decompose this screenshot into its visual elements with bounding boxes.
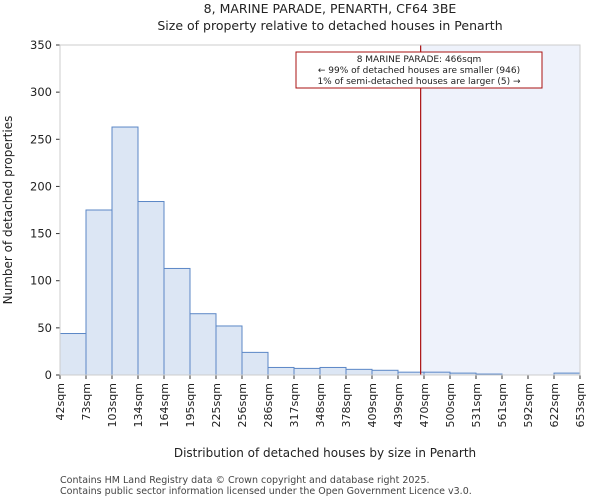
- x-tick-label-286sqm: 286sqm: [262, 383, 275, 427]
- bar-409sqm: [371, 369, 399, 376]
- y-tick-label-250: 250: [30, 132, 52, 146]
- x-tick-label-653sqm: 653sqm: [574, 383, 587, 427]
- y-tick-label-150: 150: [30, 227, 52, 241]
- x-axis-ticks: 42sqm 73sqm 103sqm 134sqm 164sqm 195sqm 225sqm…: [54, 375, 587, 427]
- x-tick-label-134sqm: 134sqm: [132, 383, 145, 427]
- x-tick-label-561sqm: 561sqm: [496, 383, 509, 427]
- shaded-region: [420, 45, 580, 375]
- bar-225sqm: [215, 325, 243, 376]
- x-tick-label-348sqm: 348sqm: [314, 383, 327, 427]
- x-tick-label-470sqm: 470sqm: [418, 383, 431, 427]
- x-tick-label-225sqm: 225sqm: [210, 383, 223, 427]
- y-tick-label-100: 100: [30, 274, 52, 288]
- chart-subtitle: Size of property relative to detached ho…: [157, 18, 502, 33]
- bar-73sqm: [85, 209, 113, 376]
- bar-286sqm: [267, 366, 295, 376]
- x-tick-label-73sqm: 73sqm: [80, 383, 93, 420]
- x-tick-label-195sqm: 195sqm: [184, 383, 197, 427]
- bar-317sqm: [293, 367, 321, 376]
- y-tick-label-0: 0: [45, 368, 52, 382]
- x-tick-label-500sqm: 500sqm: [444, 383, 457, 427]
- footer-line-2: Contains public sector information licen…: [60, 486, 472, 497]
- plot-frame: [59, 44, 581, 376]
- x-tick-label-378sqm: 378sqm: [340, 383, 353, 427]
- annotation-box: 8 MARINE PARADE: 466sqm ← 99% of detache…: [295, 51, 543, 89]
- x-tick-label-622sqm: 622sqm: [548, 383, 561, 427]
- chart-title: 8, MARINE PARADE, PENARTH, CF64 3BE: [204, 1, 457, 16]
- x-tick-label-531sqm: 531sqm: [470, 383, 483, 427]
- x-tick-label-317sqm: 317sqm: [288, 383, 301, 427]
- bar-164sqm: [163, 267, 191, 376]
- bar-103sqm: [111, 126, 139, 376]
- shaded-region-layer: [420, 45, 580, 375]
- y-tick-label-200: 200: [30, 179, 52, 193]
- y-axis-ticks: 0 50 100 150 200 250 300 350: [30, 38, 60, 382]
- bar-256sqm: [241, 351, 269, 376]
- y-tick-label-350: 350: [30, 38, 52, 52]
- y-axis-label: Number of detached properties: [1, 116, 15, 305]
- annotation-line-2: ← 99% of detached houses are smaller (94…: [318, 66, 520, 76]
- y-tick-label-50: 50: [37, 321, 52, 335]
- x-tick-label-164sqm: 164sqm: [158, 383, 171, 427]
- bar-195sqm: [189, 313, 217, 376]
- y-tick-label-300: 300: [30, 85, 52, 99]
- bar-348sqm: [319, 366, 347, 376]
- bars-layer: [59, 126, 581, 376]
- x-tick-label-42sqm: 42sqm: [54, 383, 67, 420]
- x-tick-label-439sqm: 439sqm: [392, 383, 405, 427]
- bar-42sqm: [59, 333, 87, 376]
- annotation-line-1: 8 MARINE PARADE: 466sqm: [357, 55, 482, 65]
- annotation-line-3: 1% of semi-detached houses are larger (5…: [317, 77, 521, 87]
- x-axis-label: Distribution of detached houses by size …: [174, 446, 476, 460]
- x-tick-label-103sqm: 103sqm: [106, 383, 119, 427]
- bar-378sqm: [345, 368, 373, 376]
- x-tick-label-409sqm: 409sqm: [366, 383, 379, 427]
- annotation-frame: [295, 51, 543, 89]
- x-tick-label-256sqm: 256sqm: [236, 383, 249, 427]
- bar-134sqm: [137, 201, 165, 376]
- footer-line-1: Contains HM Land Registry data © Crown c…: [60, 475, 430, 486]
- x-tick-label-592sqm: 592sqm: [522, 383, 535, 427]
